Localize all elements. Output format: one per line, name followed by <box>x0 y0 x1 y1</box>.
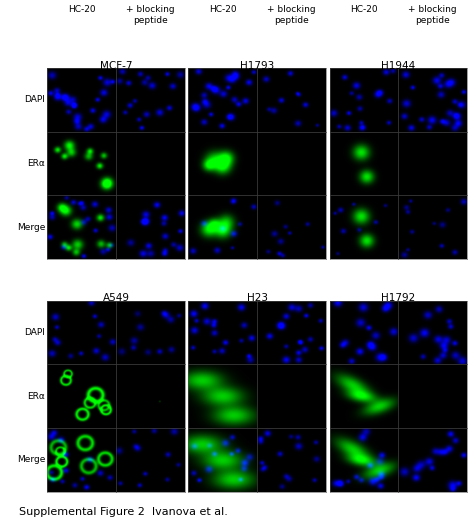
Text: HC-20: HC-20 <box>68 5 96 14</box>
Text: HC-20: HC-20 <box>350 5 378 14</box>
Text: + blocking
peptide: + blocking peptide <box>267 5 316 25</box>
Text: + blocking
peptide: + blocking peptide <box>408 5 457 25</box>
Text: HC-20: HC-20 <box>209 5 237 14</box>
Text: Supplemental Figure 2  Ivanova et al.: Supplemental Figure 2 Ivanova et al. <box>19 507 228 517</box>
Text: DAPI: DAPI <box>24 95 45 104</box>
Text: DAPI: DAPI <box>24 328 45 337</box>
Text: Merge: Merge <box>17 223 45 232</box>
Text: H1792: H1792 <box>381 293 415 303</box>
Text: ERα: ERα <box>27 392 45 401</box>
Text: ERα: ERα <box>27 159 45 168</box>
Text: MCF-7: MCF-7 <box>100 61 132 71</box>
Text: H23: H23 <box>246 293 268 303</box>
Text: H1944: H1944 <box>381 61 415 71</box>
Text: Merge: Merge <box>17 456 45 464</box>
Text: + blocking
peptide: + blocking peptide <box>126 5 175 25</box>
Text: A549: A549 <box>102 293 129 303</box>
Text: H1793: H1793 <box>240 61 274 71</box>
